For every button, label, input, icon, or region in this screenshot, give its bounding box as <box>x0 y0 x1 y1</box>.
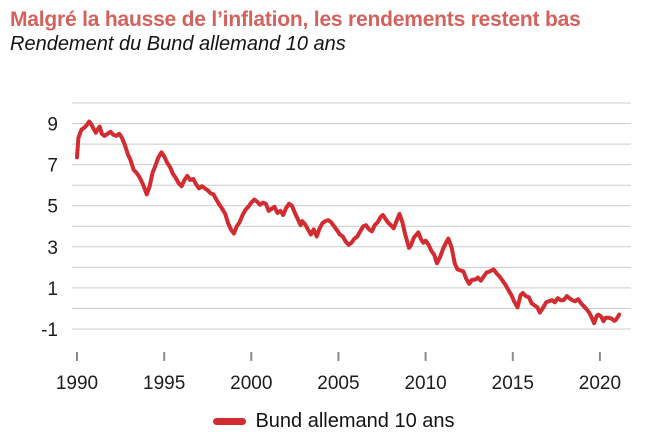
x-tick-label: 2005 <box>317 373 359 394</box>
y-tick-label: 1 <box>47 279 58 300</box>
legend-label: Bund allemand 10 ans <box>255 409 455 432</box>
chart-title: Malgré la hausse de l’inflation, les ren… <box>10 8 581 31</box>
y-tick-label: 5 <box>47 197 58 218</box>
y-tick-label: 7 <box>47 156 58 177</box>
yield-line <box>75 119 622 326</box>
y-tick-label: 3 <box>47 238 58 259</box>
legend: Bund allemand 10 ans <box>0 407 668 435</box>
y-tick-label: -1 <box>41 320 58 341</box>
x-tick-label: 2010 <box>404 373 446 394</box>
x-tick-label: 1990 <box>56 373 98 394</box>
chart-header: Malgré la hausse de l’inflation, les ren… <box>10 7 660 57</box>
x-tick-label: 2015 <box>492 373 534 394</box>
chart-subtitle: Rendement du Bund allemand 10 ans <box>10 33 346 55</box>
x-tick-label: 1995 <box>143 373 185 394</box>
x-tick-label: 2000 <box>230 373 272 394</box>
legend-line-swatch <box>213 417 247 425</box>
y-tick-label: 9 <box>47 115 58 136</box>
x-tick-label: 2020 <box>579 373 621 394</box>
